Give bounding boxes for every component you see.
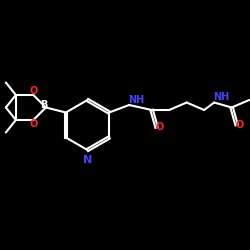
Text: O: O xyxy=(155,122,163,132)
Text: O: O xyxy=(29,119,38,129)
Text: O: O xyxy=(235,120,243,130)
Text: NH: NH xyxy=(214,92,230,102)
Text: NH: NH xyxy=(128,95,145,105)
Text: O: O xyxy=(29,86,38,96)
Text: B: B xyxy=(40,100,47,110)
Text: N: N xyxy=(83,155,92,165)
